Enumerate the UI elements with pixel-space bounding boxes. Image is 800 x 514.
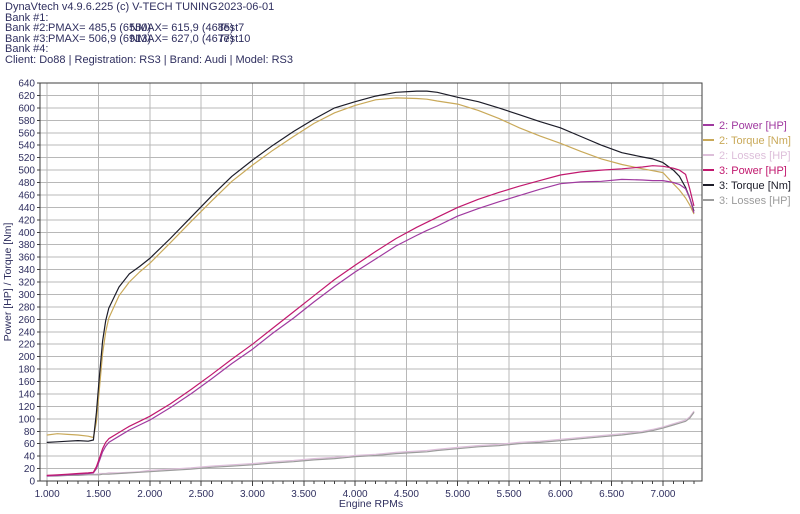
x-tick-label: 5.000	[445, 489, 470, 500]
x-tick-label: 7.000	[650, 489, 675, 500]
y-tick-label: 560	[18, 128, 35, 139]
y-tick-label: 320	[18, 278, 35, 289]
y-tick-label: 60	[24, 439, 36, 450]
legend-swatch-icon	[703, 154, 714, 157]
legend-label: 3: Power [HP]	[719, 165, 787, 177]
legend-item-series-3-losses-hp: 3: Losses [HP]	[703, 194, 791, 209]
bank-1-line: Bank #1:	[5, 13, 795, 24]
x-tick-label: 2.000	[137, 489, 162, 500]
plot-border	[39, 82, 703, 482]
x-tick-label: 5.500	[497, 489, 522, 500]
legend-label: 3: Losses [HP]	[719, 195, 791, 207]
legend-swatch-icon	[703, 184, 714, 187]
bank-pmax: PMAX= 485,5 (6550)	[48, 22, 152, 34]
x-tick-label: 4.000	[343, 489, 368, 500]
y-tick-label: 380	[18, 240, 35, 251]
app-title: DynaVtech v4.9.6.225 (c) V-TECH TUNING.	[5, 1, 221, 13]
y-tick-label: 540	[18, 141, 35, 152]
legend-item-series-2-torque-nm: 2: Torque [Nm]	[703, 134, 791, 149]
legend-item-series-3-power-hp: 3: Power [HP]	[703, 164, 791, 179]
header-title-line: DynaVtech v4.9.6.225 (c) V-TECH TUNING. …	[5, 2, 795, 13]
x-tick-label: 1.500	[86, 489, 111, 500]
legend-item-series-3-torque-nm: 3: Torque [Nm]	[703, 179, 791, 194]
series-2-power-hp	[46, 178, 695, 477]
bank-label: Bank #4:	[5, 43, 49, 55]
series-3-torque-nm	[46, 90, 695, 443]
legend-swatch-icon	[703, 139, 714, 142]
bank-2-line: Bank #2: PMAX= 485,5 (6550) NMAX= 615,9 …	[5, 23, 795, 34]
bank-3-line: Bank #3: PMAX= 506,9 (6913) NMAX= 627,0 …	[5, 34, 795, 45]
y-tick-label: 140	[18, 389, 35, 400]
legend-swatch-icon	[703, 169, 714, 172]
bank-label: Bank #1:	[5, 12, 49, 24]
bank-label: Bank #2:	[5, 22, 49, 34]
x-tick-label: 6.000	[548, 489, 573, 500]
y-tick-label: 440	[18, 203, 35, 214]
legend-label: 3: Torque [Nm]	[719, 180, 791, 192]
x-tick-label: 4.500	[394, 489, 419, 500]
x-axis-title: Engine RPMs	[339, 498, 403, 510]
legend-label: 2: Power [HP]	[719, 120, 787, 132]
y-tick-label: 100	[18, 414, 35, 425]
x-tick-label: 1.000	[35, 489, 60, 500]
y-tick-label: 200	[18, 352, 35, 363]
legend-swatch-icon	[703, 199, 714, 202]
y-axis-title: Power [HP] / Torque [Nm]	[2, 222, 14, 341]
y-tick-label: 180	[18, 365, 35, 376]
bank-nmax: NMAX= 627,0 (4677)	[130, 33, 234, 45]
x-tick-label: 3.500	[291, 489, 316, 500]
y-tick-label: 400	[18, 228, 35, 239]
chart-legend: 2: Power [HP] 2: Torque [Nm] 2: Losses [HP…	[703, 119, 791, 209]
y-tick-label: 640	[18, 79, 35, 90]
legend-item-series-2-power-hp: 2: Power [HP]	[703, 119, 791, 134]
bank-4-line: Bank #4:	[5, 44, 795, 55]
y-tick-label: 280	[18, 302, 35, 313]
y-tick-label: 20	[24, 464, 36, 475]
legend-item-series-2-losses-hp: 2: Losses [HP]	[703, 149, 791, 164]
y-tick-label: 0	[29, 477, 35, 488]
y-tick-label: 240	[18, 327, 35, 338]
bank-test: Test10	[218, 33, 251, 45]
y-tick-label: 420	[18, 215, 35, 226]
y-tick-label: 260	[18, 315, 35, 326]
x-tick-label: 3.000	[240, 489, 265, 500]
bank-test: Test7	[218, 22, 245, 34]
legend-label: 2: Torque [Nm]	[719, 135, 791, 147]
series-2-losses-hp	[46, 410, 695, 476]
bank-nmax: NMAX= 615,9 (4685)	[130, 22, 234, 34]
legend-label: 2: Losses [HP]	[719, 150, 791, 162]
y-tick-label: 300	[18, 290, 35, 301]
bank-pmax: PMAX= 506,9 (6913)	[48, 33, 152, 45]
x-tick-label: 6.500	[599, 489, 624, 500]
client-info-line: Client: Do88 | Registration: RS3 | Brand…	[5, 55, 795, 66]
y-tick-label: 460	[18, 190, 35, 201]
y-tick-label: 220	[18, 340, 35, 351]
y-tick-label: 360	[18, 253, 35, 264]
y-tick-label: 500	[18, 166, 35, 177]
y-tick-label: 340	[18, 265, 35, 276]
y-tick-label: 80	[24, 427, 36, 438]
run-date: 2023-06-01	[218, 1, 275, 13]
series-2-torque-nm	[46, 97, 695, 439]
y-tick-label: 520	[18, 153, 35, 164]
y-tick-label: 620	[18, 91, 35, 102]
y-tick-label: 120	[18, 402, 35, 413]
x-tick-label: 2.500	[189, 489, 214, 500]
y-tick-label: 160	[18, 377, 35, 388]
bank-label: Bank #3:	[5, 33, 49, 45]
y-tick-label: 40	[24, 452, 36, 463]
client-info: Client: Do88 | Registration: RS3 | Brand…	[5, 54, 293, 66]
series-3-power-hp	[46, 165, 695, 476]
legend-swatch-icon	[703, 124, 714, 127]
y-tick-label: 480	[18, 178, 35, 189]
series-3-losses-hp	[46, 412, 695, 477]
y-tick-label: 580	[18, 116, 35, 127]
y-tick-label: 600	[18, 103, 35, 114]
